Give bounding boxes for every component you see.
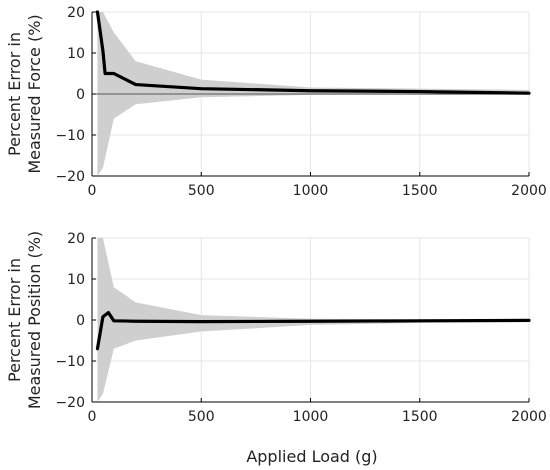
x-axis-title: Applied Load (g) — [246, 447, 377, 466]
force-x-tick-labels: 0 500 1000 1500 2000 — [88, 172, 547, 199]
position-x-tick-label: 1500 — [402, 409, 438, 425]
position-ylabel-line-1: Percent Error in — [5, 258, 24, 382]
force-x-tick-label: 0 — [88, 183, 97, 199]
position-y-tick-label: −10 — [55, 354, 85, 370]
force-y-tick-labels: −20 −10 0 10 20 — [55, 5, 96, 185]
position-y-tick-labels: −20 −10 0 10 20 — [55, 231, 96, 411]
position-y-tick-label: 0 — [76, 313, 85, 329]
force-error-line — [95, 10, 531, 95]
position-y-tick-label: 20 — [67, 231, 85, 247]
force-y-tick-label: 0 — [76, 87, 85, 103]
force-y-tick-label: 20 — [67, 5, 85, 21]
force-x-tick-label: 500 — [188, 183, 215, 199]
force-y-tick-label: −20 — [55, 169, 85, 185]
force-panel: 0 500 1000 1500 2000 −20 −10 0 10 20 Percent Err… — [5, 5, 547, 199]
position-x-tick-labels: 0 500 1000 1500 2000 — [88, 398, 547, 425]
position-error-line — [95, 311, 531, 351]
position-panel: 0 500 1000 1500 2000 −20 −10 0 10 20 Percent Err… — [5, 231, 547, 425]
force-x-tick-label: 1000 — [293, 183, 329, 199]
force-ylabel-line-1: Percent Error in — [5, 32, 24, 156]
force-x-tick-label: 2000 — [511, 183, 547, 199]
position-y-tick-label: 10 — [67, 272, 85, 288]
position-y-tick-label: −20 — [55, 395, 85, 411]
position-ylabel-line-2: Measured Position (%) — [25, 231, 44, 409]
position-x-tick-label: 0 — [88, 409, 97, 425]
force-x-tick-label: 1500 — [402, 183, 438, 199]
position-x-tick-label: 1000 — [293, 409, 329, 425]
force-y-tick-label: −10 — [55, 128, 85, 144]
force-ylabel-line-2: Measured Force (%) — [25, 14, 44, 173]
position-x-tick-label: 2000 — [511, 409, 547, 425]
force-y-tick-label: 10 — [67, 46, 85, 62]
position-x-tick-label: 500 — [188, 409, 215, 425]
